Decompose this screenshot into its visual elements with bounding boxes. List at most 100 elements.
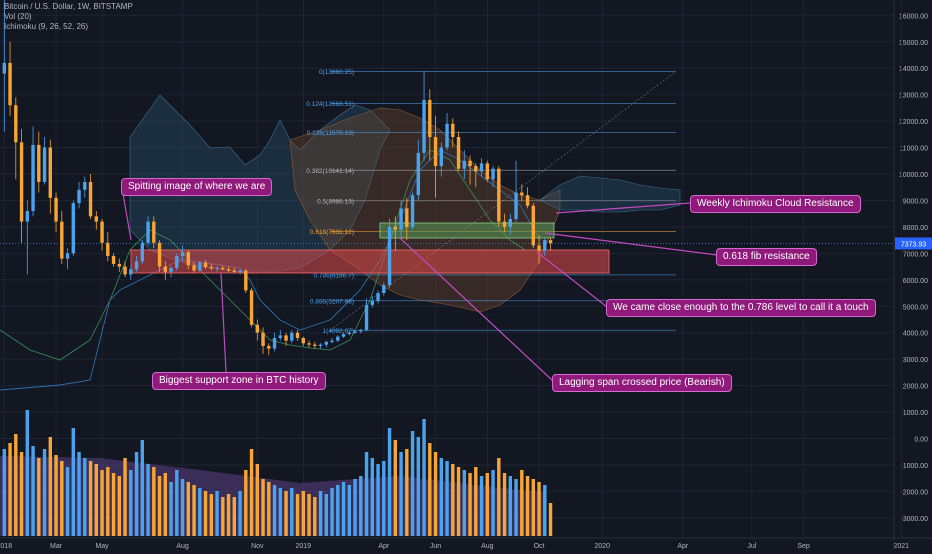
connector-fib618 <box>544 232 718 256</box>
volume-bar <box>502 473 507 536</box>
volume-bar <box>123 458 127 536</box>
volume-bar <box>491 470 495 536</box>
time-tick-label: Jun <box>430 543 441 550</box>
candle-body <box>543 240 547 251</box>
volume-bar <box>284 491 288 536</box>
candle-body <box>238 270 242 272</box>
volume-bar <box>129 470 133 536</box>
candle-body <box>307 343 311 345</box>
candle-body <box>318 344 323 346</box>
volume-bar <box>295 494 300 536</box>
fib-level-label: 0(13880.25) <box>319 69 354 76</box>
price-tick-label: 3000.00 <box>903 357 928 364</box>
volume-bar <box>100 470 104 536</box>
candle-body <box>508 218 512 227</box>
volume-bar <box>157 476 162 536</box>
candle-body <box>42 147 47 182</box>
volume-bar <box>387 428 392 536</box>
candle-body <box>123 266 127 275</box>
candle-body <box>387 226 392 286</box>
candle-body <box>497 168 501 222</box>
volume-bar <box>134 452 139 536</box>
connector-touch <box>536 251 608 308</box>
candle-body <box>8 62 12 106</box>
candle-body <box>439 147 443 167</box>
volume-bar <box>341 482 346 536</box>
volume-bar <box>140 440 144 536</box>
support-zone <box>130 249 610 274</box>
volume-bar <box>146 464 150 536</box>
candle-body <box>456 136 461 169</box>
fib-trend-line <box>329 71 677 331</box>
candle-body <box>192 265 196 271</box>
price-tick-label: 5000.00 <box>903 304 928 311</box>
candle-body <box>485 163 489 180</box>
candle-body <box>324 341 328 345</box>
candle-body <box>106 242 110 256</box>
candle-body <box>341 334 346 337</box>
volume-bar <box>479 476 484 536</box>
volume-bar <box>278 488 282 536</box>
volume-bar <box>94 464 98 536</box>
candle-body <box>31 144 35 212</box>
volume-bar <box>307 494 311 536</box>
candle-body <box>278 335 282 338</box>
volume-bar <box>347 485 351 536</box>
volume-bar <box>376 464 380 536</box>
volume-bar <box>382 461 386 536</box>
callout-support-zone: Biggest support zone in BTC history <box>152 372 326 390</box>
volume-bar <box>474 467 478 536</box>
candle-body <box>152 221 156 243</box>
time-tick-label: Apr <box>677 543 689 550</box>
volume-bar <box>370 458 374 536</box>
lagging-span-line <box>0 149 526 361</box>
price-tick-label: -2000.00 <box>900 489 928 496</box>
candle-body <box>175 255 179 268</box>
volume-bar <box>2 449 6 536</box>
candle-body <box>445 123 449 148</box>
candle-body <box>54 197 58 222</box>
fib-level-label: 0.886(5207.88) <box>310 298 354 305</box>
time-tick-label: Nov <box>251 543 264 550</box>
candle-body <box>399 208 403 230</box>
candle-body <box>261 332 265 346</box>
fib-level-label: 0.786(6186.7) <box>314 272 354 279</box>
price-tick-label: 8000.00 <box>903 225 928 232</box>
volume-bar <box>531 479 535 536</box>
candle-body <box>249 290 254 325</box>
candle-body <box>364 304 369 331</box>
fib-level-label: 0.124(12666.51) <box>306 101 354 108</box>
candle-body <box>163 266 167 272</box>
volume-bar <box>313 497 317 536</box>
callout-weekly-ichimoku: Weekly Ichimoku Cloud Resistance <box>690 195 861 213</box>
candle-body <box>186 252 190 266</box>
price-tick-label: -3000.00 <box>900 516 928 523</box>
volume-bar <box>485 473 489 536</box>
volume-bar <box>353 479 357 536</box>
volume-bar <box>226 494 231 536</box>
candle-body <box>140 242 144 262</box>
candle-body <box>272 337 277 349</box>
time-tick-label: Aug <box>481 543 494 550</box>
volume-bar <box>238 491 242 536</box>
time-tick-label: Oct <box>534 543 545 550</box>
candle-body <box>71 203 75 254</box>
candle-body <box>209 267 213 269</box>
conversion-line <box>0 149 541 391</box>
candle-body <box>60 221 64 259</box>
volume-bar <box>520 470 524 536</box>
time-tick-label: 2021 <box>894 543 910 550</box>
candle-body <box>405 208 409 227</box>
price-tick-label: 16000.00 <box>899 13 928 20</box>
candle-body <box>25 211 29 222</box>
candle-body <box>180 252 185 256</box>
candle-body <box>462 160 466 169</box>
price-tick-label: 9000.00 <box>903 198 928 205</box>
volume-bar <box>180 479 185 536</box>
candle-body <box>451 123 455 137</box>
volume-bar <box>48 437 52 536</box>
volume-bar <box>468 473 472 536</box>
volume-bar <box>543 485 547 536</box>
volume-bar <box>60 461 64 536</box>
